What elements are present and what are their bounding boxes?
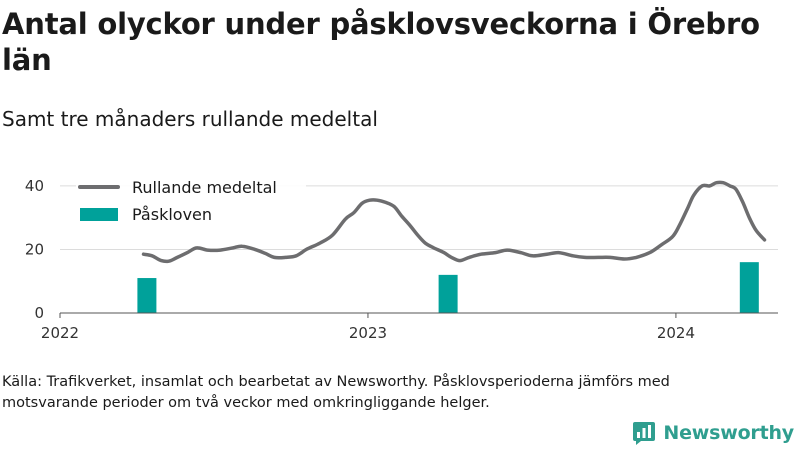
source-note: Källa: Trafikverket, insamlat och bearbe… xyxy=(2,374,670,411)
y-tick-label: 20 xyxy=(25,240,44,258)
legend-label-paskloven: Påskloven xyxy=(132,205,212,224)
bars xyxy=(137,262,759,313)
x-tick-label: 2023 xyxy=(349,324,387,342)
newsworthy-chart-icon xyxy=(633,422,656,445)
line-series xyxy=(141,180,767,264)
bar-paskloven xyxy=(438,274,458,313)
x-tick-label: 2022 xyxy=(41,324,79,342)
bar-paskloven xyxy=(739,262,759,313)
chart-subtitle: Samt tre månaders rullande medeltal xyxy=(2,107,378,131)
x-tick-label: 2024 xyxy=(657,324,695,342)
chart-title: Antal olyckor under påsklovsveckorna i Ö… xyxy=(2,7,760,77)
y-tick-label: 0 xyxy=(34,304,44,322)
line-rullande-medeltal xyxy=(141,180,767,264)
chart: 0 20 40 2022 2023 2024 Rullande medeltal Påskl… xyxy=(25,174,778,342)
brand-logo[interactable]: Newsworthy xyxy=(631,420,794,446)
legend-swatch-bar xyxy=(80,208,118,221)
legend-label-rullande-medeltal: Rullande medeltal xyxy=(132,178,277,197)
y-tick-label: 40 xyxy=(25,177,44,195)
brand-name: Newsworthy xyxy=(663,422,794,444)
axes: 0 20 40 2022 2023 2024 xyxy=(25,177,778,342)
bar-paskloven xyxy=(137,278,157,313)
legend: Rullande medeltal Påskloven xyxy=(76,174,306,228)
